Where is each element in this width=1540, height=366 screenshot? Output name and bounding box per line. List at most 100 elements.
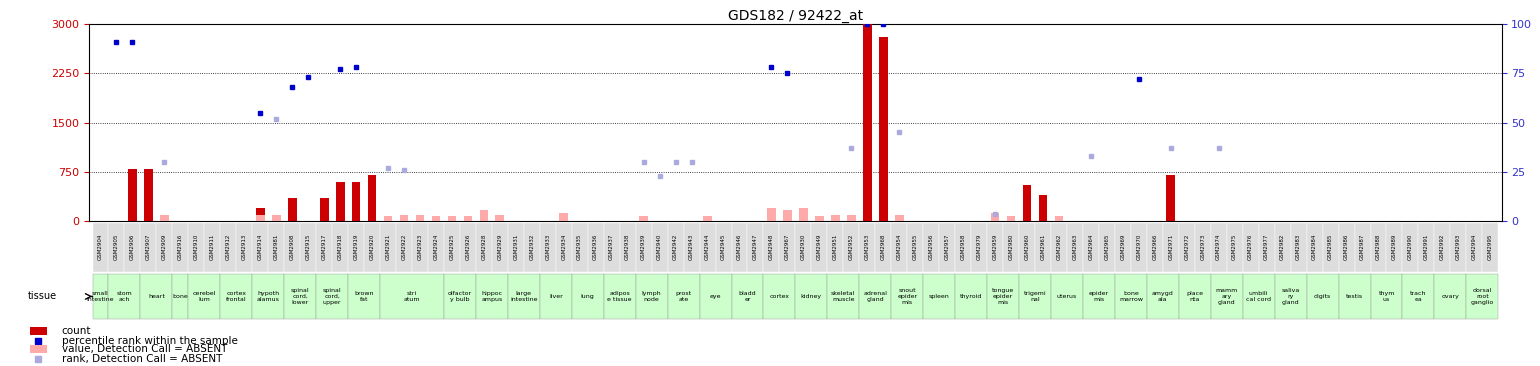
Bar — [812, 223, 827, 272]
Bar — [972, 223, 987, 272]
Bar — [1115, 223, 1130, 272]
Text: thym
us: thym us — [1378, 291, 1395, 302]
Bar — [92, 274, 108, 319]
Bar — [285, 223, 300, 272]
Bar — [1035, 223, 1050, 272]
Text: GSM2965: GSM2965 — [1104, 234, 1109, 261]
Text: GSM2983: GSM2983 — [1297, 234, 1301, 261]
Bar — [220, 223, 236, 272]
Bar — [767, 208, 776, 221]
Bar — [428, 223, 444, 272]
Bar — [1386, 223, 1403, 272]
Text: GSM2907: GSM2907 — [146, 234, 151, 261]
Bar — [907, 223, 922, 272]
Bar — [128, 169, 137, 221]
Bar — [639, 216, 648, 221]
Text: GSM2919: GSM2919 — [354, 234, 359, 261]
Bar — [799, 208, 808, 221]
Bar — [1163, 223, 1178, 272]
Text: GSM2987: GSM2987 — [1360, 234, 1364, 261]
Bar — [1355, 223, 1371, 272]
Bar — [92, 223, 108, 272]
Bar — [448, 216, 456, 221]
Bar — [157, 223, 172, 272]
Text: count: count — [62, 326, 91, 336]
Text: GSM2904: GSM2904 — [99, 234, 103, 261]
Bar — [704, 216, 711, 221]
Bar — [636, 223, 651, 272]
Text: GSM2953: GSM2953 — [865, 234, 870, 261]
Text: value, Detection Call = ABSENT: value, Detection Call = ABSENT — [62, 344, 226, 354]
Text: large
intestine: large intestine — [510, 291, 537, 302]
Text: GSM2948: GSM2948 — [768, 234, 775, 261]
Text: kidney: kidney — [801, 294, 822, 299]
Text: cerebel
lum: cerebel lum — [192, 291, 216, 302]
Bar — [368, 175, 376, 221]
Bar — [987, 223, 1003, 272]
Text: GSM2932: GSM2932 — [530, 234, 534, 261]
Text: GSM2962: GSM2962 — [1056, 234, 1061, 261]
Bar — [559, 213, 568, 221]
Bar — [1275, 223, 1291, 272]
Text: GSM2989: GSM2989 — [1392, 234, 1397, 261]
Bar — [416, 215, 425, 221]
Text: bone
marrow: bone marrow — [1120, 291, 1143, 302]
Bar — [747, 223, 764, 272]
Bar — [955, 274, 987, 319]
Text: GSM2991: GSM2991 — [1424, 234, 1429, 261]
Bar — [922, 274, 955, 319]
Bar — [285, 274, 316, 319]
Text: olfactor
y bulb: olfactor y bulb — [448, 291, 471, 302]
Text: GSM2942: GSM2942 — [673, 234, 678, 261]
Bar — [172, 223, 188, 272]
Text: GSM2955: GSM2955 — [913, 234, 918, 261]
Bar — [1306, 274, 1338, 319]
Bar — [684, 223, 699, 272]
Text: GSM2943: GSM2943 — [688, 234, 695, 261]
Bar — [699, 223, 716, 272]
Bar — [619, 223, 636, 272]
Text: snout
epider
mis: snout epider mis — [898, 288, 918, 305]
Bar — [125, 223, 140, 272]
Text: GSM2909: GSM2909 — [162, 234, 166, 261]
Bar — [1434, 274, 1466, 319]
Bar — [1115, 274, 1147, 319]
Text: GSM2947: GSM2947 — [753, 234, 758, 261]
Text: GSM2961: GSM2961 — [1041, 234, 1046, 261]
Text: GSM2938: GSM2938 — [625, 234, 630, 261]
Text: GSM2994: GSM2994 — [1472, 234, 1477, 261]
Text: skeletal
muscle: skeletal muscle — [832, 291, 856, 302]
Text: GSM2973: GSM2973 — [1200, 234, 1206, 261]
Text: stom
ach: stom ach — [117, 291, 132, 302]
Text: GSM2963: GSM2963 — [1072, 234, 1078, 261]
Text: GSM2929: GSM2929 — [497, 234, 502, 261]
Bar — [29, 344, 46, 353]
Text: percentile rank within the sample: percentile rank within the sample — [62, 336, 237, 346]
Bar — [333, 223, 348, 272]
Text: liver: liver — [548, 294, 562, 299]
Text: cortex: cortex — [770, 294, 790, 299]
Text: GSM2957: GSM2957 — [944, 234, 950, 261]
Bar — [220, 274, 253, 319]
Bar — [205, 223, 220, 272]
Bar — [859, 223, 875, 272]
Text: heart: heart — [148, 294, 165, 299]
Bar — [396, 223, 413, 272]
Bar — [320, 198, 328, 221]
Bar — [108, 223, 125, 272]
Text: adrenal
gland: adrenal gland — [864, 291, 887, 302]
Bar — [732, 223, 747, 272]
Text: GSM2959: GSM2959 — [993, 234, 998, 261]
Text: GSM2944: GSM2944 — [705, 234, 710, 261]
Text: umbili
cal cord: umbili cal cord — [1246, 291, 1270, 302]
Text: GSM2928: GSM2928 — [482, 234, 487, 261]
Bar — [1291, 223, 1306, 272]
Text: uterus: uterus — [1056, 294, 1076, 299]
Text: GSM2908: GSM2908 — [290, 234, 294, 261]
Bar — [895, 215, 904, 221]
Bar — [541, 274, 571, 319]
Bar — [348, 274, 380, 319]
Bar — [253, 223, 268, 272]
Text: GSM2945: GSM2945 — [721, 234, 725, 261]
Text: GSM2972: GSM2972 — [1184, 234, 1189, 261]
